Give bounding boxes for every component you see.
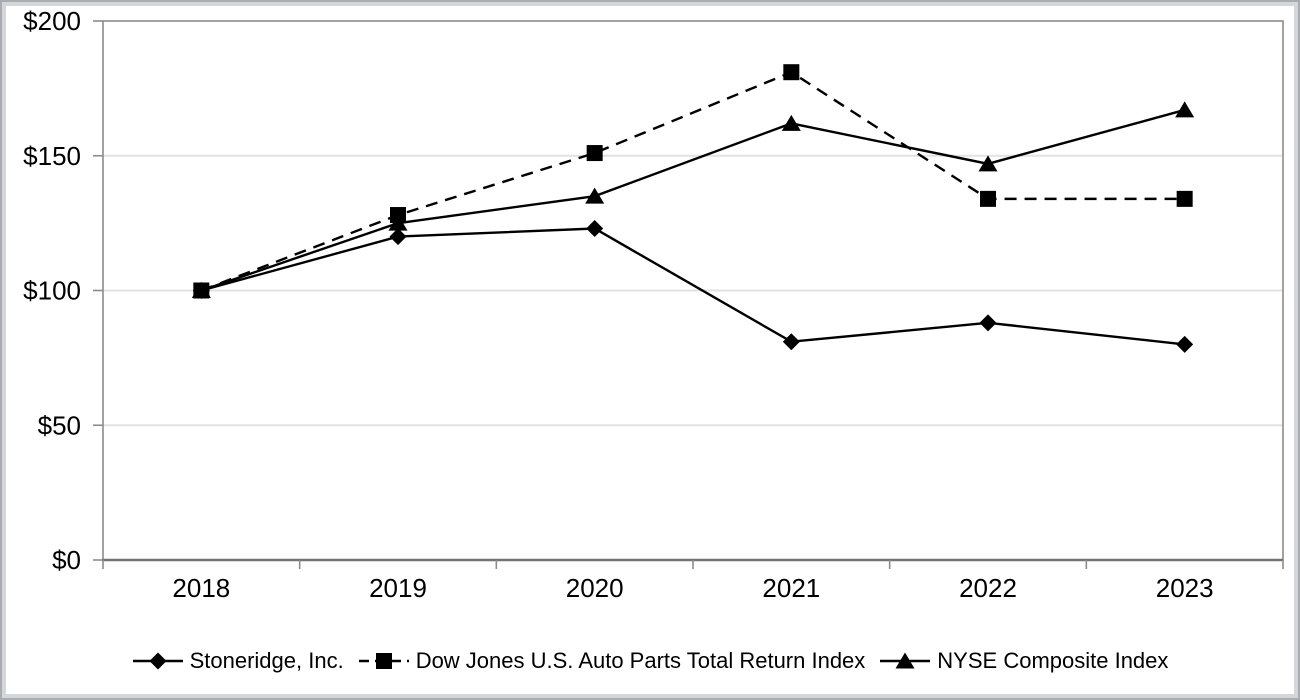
x-tick-label: 2020 [566,573,624,603]
x-tick-label: 2023 [1156,573,1214,603]
series-line-0 [201,227,1185,346]
legend-item-1: Dow Jones U.S. Auto Parts Total Return I… [358,648,866,674]
square-marker [375,653,392,669]
y-tick-label: $50 [38,410,81,440]
chart-plot-area: $0 $50 $100 $150 $200 2018 2019 2020 2021 2022 202… [23,6,1284,603]
square-marker [783,64,800,81]
y-tick-label: $100 [23,276,81,306]
chart-legend: Stoneridge, Inc. Dow Jones U.S. Auto Part… [2,644,1298,678]
square-marker [193,282,210,299]
triangle-marker [1175,101,1195,118]
diamond-marker [1176,335,1194,353]
legend-sample-diamond [132,652,183,670]
series-line-2 [200,108,1185,292]
diamond-marker [586,220,604,238]
triangle-marker [978,155,998,172]
square-marker [390,207,406,224]
square-marker [1176,190,1193,207]
diamond-marker [979,314,997,332]
legend-label: Stoneridge, Inc. [189,648,344,673]
legend-label: NYSE Composite Index [937,648,1169,673]
legend-sample-square [358,653,409,669]
legend-item-2: NYSE Composite Index [879,648,1168,674]
diamond-marker [389,228,407,246]
triangle-marker [585,187,605,204]
y-tick-label: $0 [52,545,81,575]
y-tick-label: $150 [23,141,81,171]
x-tick-label: 2019 [369,573,427,603]
legend-label: Dow Jones U.S. Auto Parts Total Return I… [415,648,866,673]
y-tick-label: $200 [23,6,81,36]
series-line-1 [200,70,1185,292]
triangle-marker [781,114,801,131]
diamond-marker [149,652,167,670]
square-marker [980,190,996,207]
triangle-marker [895,652,915,669]
legend-item-0: Stoneridge, Inc. [132,648,344,674]
square-marker [586,145,603,162]
x-tick-label: 2022 [959,573,1017,603]
diamond-marker [782,333,800,351]
x-tick-label: 2018 [172,573,230,603]
x-tick-label: 2021 [762,573,820,603]
legend-sample-triangle [880,652,931,669]
